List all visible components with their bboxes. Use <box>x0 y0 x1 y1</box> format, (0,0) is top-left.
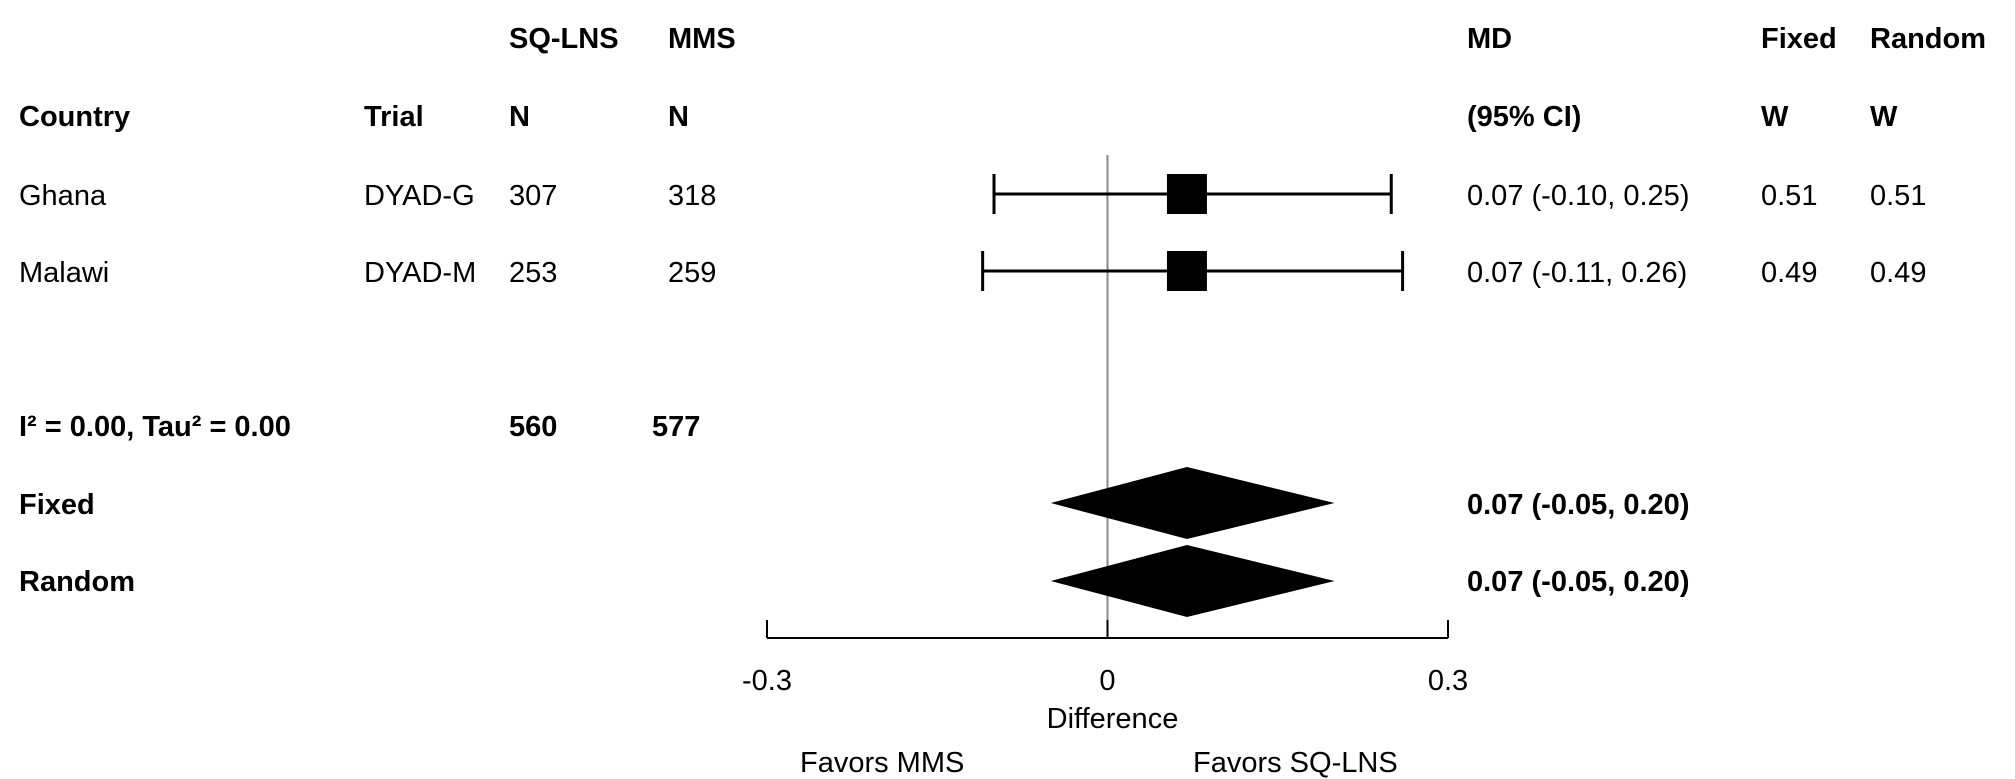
heterogeneity-stats: I² = 0.00, Tau² = 0.00 <box>19 411 291 443</box>
study-n-sq-lns: 307 <box>509 180 558 212</box>
study-w-random: 0.51 <box>1870 180 1927 212</box>
header-country: Country <box>19 101 131 133</box>
pooled-ci-text-random: 0.07 (-0.05, 0.20) <box>1467 566 1690 598</box>
header-n-mms: N <box>668 101 689 133</box>
header-random: Random <box>1870 23 1986 55</box>
study-ci-text: 0.07 (-0.11, 0.26) <box>1467 257 1688 289</box>
header-sq-lns: SQ-LNS <box>509 23 619 55</box>
study-ci-text: 0.07 (-0.10, 0.25) <box>1467 180 1690 212</box>
study-point-square <box>1166 174 1207 214</box>
x-tick-label: 0.3 <box>1427 665 1469 697</box>
header-mms: MMS <box>668 23 736 55</box>
header-ci: (95% CI) <box>1467 101 1582 133</box>
study-w-random: 0.49 <box>1870 257 1927 289</box>
study-country: Malawi <box>19 257 110 289</box>
favors-left-label: Favors MMS <box>800 747 965 779</box>
header-n-sq-lns: N <box>509 101 530 133</box>
study-trial: DYAD-M <box>364 257 477 289</box>
pooled-diamond <box>1050 545 1335 617</box>
pooled-ci-text-fixed: 0.07 (-0.05, 0.20) <box>1467 489 1690 521</box>
study-trial: DYAD-G <box>364 180 475 212</box>
total-n-sq-lns: 560 <box>509 411 558 443</box>
header-trial: Trial <box>364 101 424 133</box>
study-point-square <box>1166 251 1207 291</box>
study-n-sq-lns: 253 <box>509 257 558 289</box>
study-w-fixed: 0.51 <box>1761 180 1818 212</box>
x-axis-label: Difference <box>1046 703 1179 735</box>
header-w-fixed: W <box>1761 101 1789 133</box>
study-w-fixed: 0.49 <box>1761 257 1818 289</box>
study-country: Ghana <box>19 180 107 212</box>
header-w-random: W <box>1870 101 1898 133</box>
x-tick-label: -0.3 <box>742 665 792 697</box>
header-fixed: Fixed <box>1761 23 1837 55</box>
pooled-label-fixed: Fixed <box>19 489 95 521</box>
study-n-mms: 318 <box>668 180 717 212</box>
header-md: MD <box>1467 23 1513 55</box>
pooled-label-random: Random <box>19 566 135 598</box>
x-tick-label: 0 <box>1099 665 1116 697</box>
favors-right-label: Favors SQ-LNS <box>1193 747 1398 779</box>
total-n-mms: 577 <box>652 411 701 443</box>
pooled-diamond <box>1050 467 1335 539</box>
study-n-mms: 259 <box>668 257 717 289</box>
